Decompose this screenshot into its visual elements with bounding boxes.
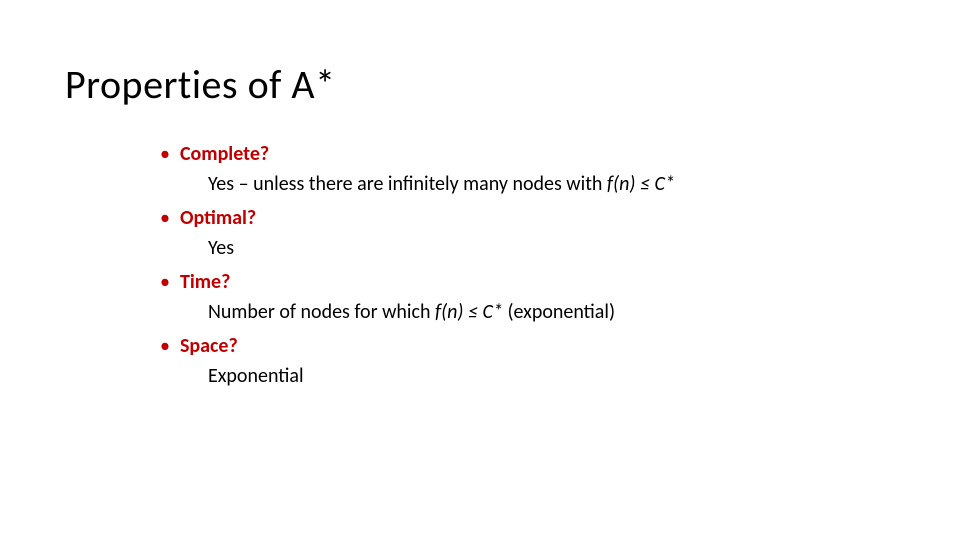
bullet-icon: • xyxy=(160,140,170,168)
question-label: Space? xyxy=(180,332,238,360)
answer-text: Exponential xyxy=(208,362,860,390)
slide-content: • Complete? Yes – unless there are infin… xyxy=(160,140,860,396)
question-label: Complete? xyxy=(180,140,269,168)
answer-part: (exponential) xyxy=(503,300,615,324)
answer-italic: f(n) ≤ C* xyxy=(607,172,675,196)
answer-text: Yes xyxy=(208,234,860,262)
answer-part: Exponential xyxy=(208,364,304,388)
bullet-icon: • xyxy=(160,268,170,296)
list-item: • Space? xyxy=(160,332,860,360)
answer-text: Yes – unless there are infinitely many n… xyxy=(208,170,860,198)
question-label: Time? xyxy=(180,268,230,296)
list-item: • Optimal? xyxy=(160,204,860,232)
slide: Properties of A* • Complete? Yes – unles… xyxy=(0,0,960,540)
answer-part: Yes xyxy=(208,236,234,260)
answer-italic: f(n) ≤ C* xyxy=(435,300,503,324)
bullet-icon: • xyxy=(160,204,170,232)
list-item: • Time? xyxy=(160,268,860,296)
question-label: Optimal? xyxy=(180,204,256,232)
answer-part: Number of nodes for which xyxy=(208,300,435,324)
slide-title: Properties of A* xyxy=(65,60,336,109)
bullet-icon: • xyxy=(160,332,170,360)
answer-text: Number of nodes for which f(n) ≤ C* (exp… xyxy=(208,298,860,326)
answer-part: Yes – unless there are infinitely many n… xyxy=(208,172,607,196)
list-item: • Complete? xyxy=(160,140,860,168)
